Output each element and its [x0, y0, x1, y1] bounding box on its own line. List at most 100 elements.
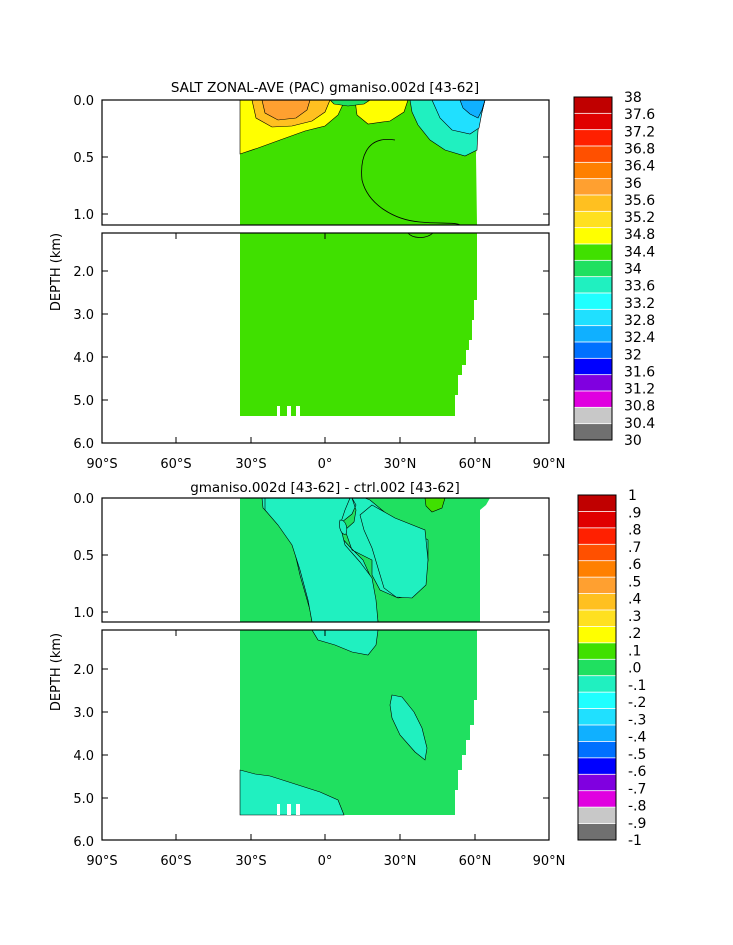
colorbar-label: -.5	[628, 747, 646, 763]
colorbar-label: -1	[628, 833, 642, 849]
colorbar-label: .3	[628, 609, 641, 625]
colorbar-label: .6	[628, 557, 641, 573]
colorbar-swatch	[577, 511, 617, 529]
colorbar-label: .9	[628, 505, 641, 521]
colorbar-label: -.7	[628, 781, 646, 797]
top-panel: SALT ZONAL-AVE (PAC) gmaniso.002d [43-62…	[49, 80, 655, 472]
bottom-upper-left-cyan	[264, 497, 379, 623]
colorbar-label: 35.6	[624, 193, 655, 209]
colorbar-swatch	[577, 642, 617, 660]
colorbar-swatch	[573, 227, 613, 245]
colorbar-swatch	[577, 494, 617, 513]
colorbar-label: .2	[628, 626, 641, 642]
colorbar-swatch	[573, 129, 613, 147]
colorbar-swatch	[573, 210, 613, 229]
colorbar-swatch	[573, 161, 613, 180]
colorbar-swatch	[573, 112, 613, 131]
bottom-y-ticks: 0.0 0.5 1.0 2.0 3.0 4.0 5.0 6.0	[73, 492, 94, 850]
colorbar-swatch	[573, 374, 613, 392]
colorbar-label: -.8	[628, 799, 646, 815]
bottom-lower-gap-2	[287, 804, 291, 815]
colorbar-label: .4	[628, 592, 641, 608]
top-lower-field	[240, 232, 477, 416]
colorbar-swatch	[573, 259, 613, 278]
top-lower-base-fill	[240, 233, 477, 416]
bottom-y-tick-7: 6.0	[73, 835, 94, 850]
colorbar-swatch	[573, 243, 613, 262]
bottom-y-label: DEPTH (km)	[49, 633, 64, 711]
colorbar-swatch	[577, 576, 617, 595]
colorbar-label: 35.2	[624, 210, 655, 226]
colorbar-swatch	[577, 823, 617, 841]
colorbar-label: 31.2	[624, 382, 655, 398]
top-upper-frame	[101, 99, 550, 226]
colorbar-label: 31.6	[624, 364, 655, 380]
top-x-tick-1: 60°S	[160, 457, 191, 472]
top-y-tick-6: 5.0	[73, 394, 94, 409]
colorbar-label: 37.2	[624, 124, 655, 140]
colorbar-swatch	[573, 406, 613, 425]
bottom-lower-gap-1	[277, 804, 280, 815]
bottom-y-tick-marks	[102, 554, 549, 799]
top-lower-contour-line	[407, 232, 434, 238]
top-x-tick-3: 0°	[318, 457, 333, 472]
top-x-ticks: 90°S 60°S 30°S 0° 30°N 60°N 90°N	[86, 457, 565, 472]
colorbar-swatch	[577, 609, 617, 628]
bottom-y-tick-1: 0.5	[73, 549, 94, 564]
bottom-y-tick-0: 0.0	[73, 492, 94, 507]
colorbar-swatch	[573, 194, 613, 213]
colorbar-label: -.2	[628, 695, 646, 711]
top-y-tick-2: 1.0	[73, 208, 94, 223]
colorbar-swatch	[573, 308, 613, 327]
bottom-upper-field	[240, 497, 490, 623]
colorbar-swatch	[577, 806, 617, 825]
colorbar-label: 33.2	[624, 296, 655, 312]
top-y-tick-7: 6.0	[73, 437, 94, 452]
top-lower-gap-1	[277, 406, 280, 416]
colorbar-label: 32.8	[624, 313, 655, 329]
colorbar-label: .7	[628, 540, 641, 556]
colorbar-label: 34.4	[624, 244, 655, 260]
colorbar-label: -.6	[628, 764, 647, 780]
bottom-lower-cyan-blob	[389, 694, 428, 761]
colorbar-label: 36	[624, 176, 642, 192]
top-y-tick-1: 0.5	[73, 151, 94, 166]
colorbar-swatch	[577, 691, 617, 710]
colorbar-swatch	[573, 341, 613, 360]
colorbar-label: 1	[628, 488, 637, 504]
top-y-ticks: 0.0 0.5 1.0 2.0 3.0 4.0 5.0 6.0	[73, 94, 94, 452]
top-y-tick-3: 2.0	[73, 265, 94, 280]
colorbar-border	[577, 494, 617, 841]
top-x-tick-5: 60°N	[459, 457, 492, 472]
bottom-lower-field	[239, 629, 477, 816]
bottom-x-tick-3: 0°	[318, 854, 333, 869]
colorbar-label: .8	[628, 523, 641, 539]
bottom-x-ticks: 90°S 60°S 30°S 0° 30°N 60°N 90°N	[86, 854, 565, 869]
colorbar-label: 30	[624, 433, 642, 449]
colorbar-swatch	[577, 543, 617, 562]
bottom-y-tick-6: 5.0	[73, 792, 94, 807]
top-x-tick-0: 90°S	[86, 457, 117, 472]
top-y-tick-5: 4.0	[73, 351, 94, 366]
colorbar-label: -.1	[628, 678, 646, 694]
bottom-upper-frame	[101, 497, 550, 623]
bottom-lower-cyan-bottom	[239, 769, 345, 816]
bottom-y-tick-2: 1.0	[73, 606, 94, 621]
top-lower-gap-2	[287, 406, 291, 416]
colorbar-swatch	[577, 757, 617, 775]
bottom-x-tick-5: 60°N	[459, 854, 492, 869]
colorbar-border	[573, 96, 613, 441]
colorbar-swatch	[573, 276, 613, 294]
top-colorbar: 3837.637.236.836.43635.635.234.834.43433…	[573, 90, 655, 449]
bottom-y-tick-4: 3.0	[73, 706, 94, 721]
colorbar-label: .5	[628, 574, 641, 590]
colorbar-label: 36.4	[624, 159, 655, 175]
colorbar-label: -.4	[628, 730, 647, 746]
top-y-label: DEPTH (km)	[49, 233, 64, 311]
top-x-tick-4: 30°N	[384, 457, 417, 472]
colorbar-swatch	[577, 527, 617, 545]
colorbar-label: 32	[624, 347, 642, 363]
colorbar-swatch	[573, 357, 613, 376]
colorbar-label: 38	[624, 90, 642, 106]
colorbar-label: 30.4	[624, 416, 655, 432]
